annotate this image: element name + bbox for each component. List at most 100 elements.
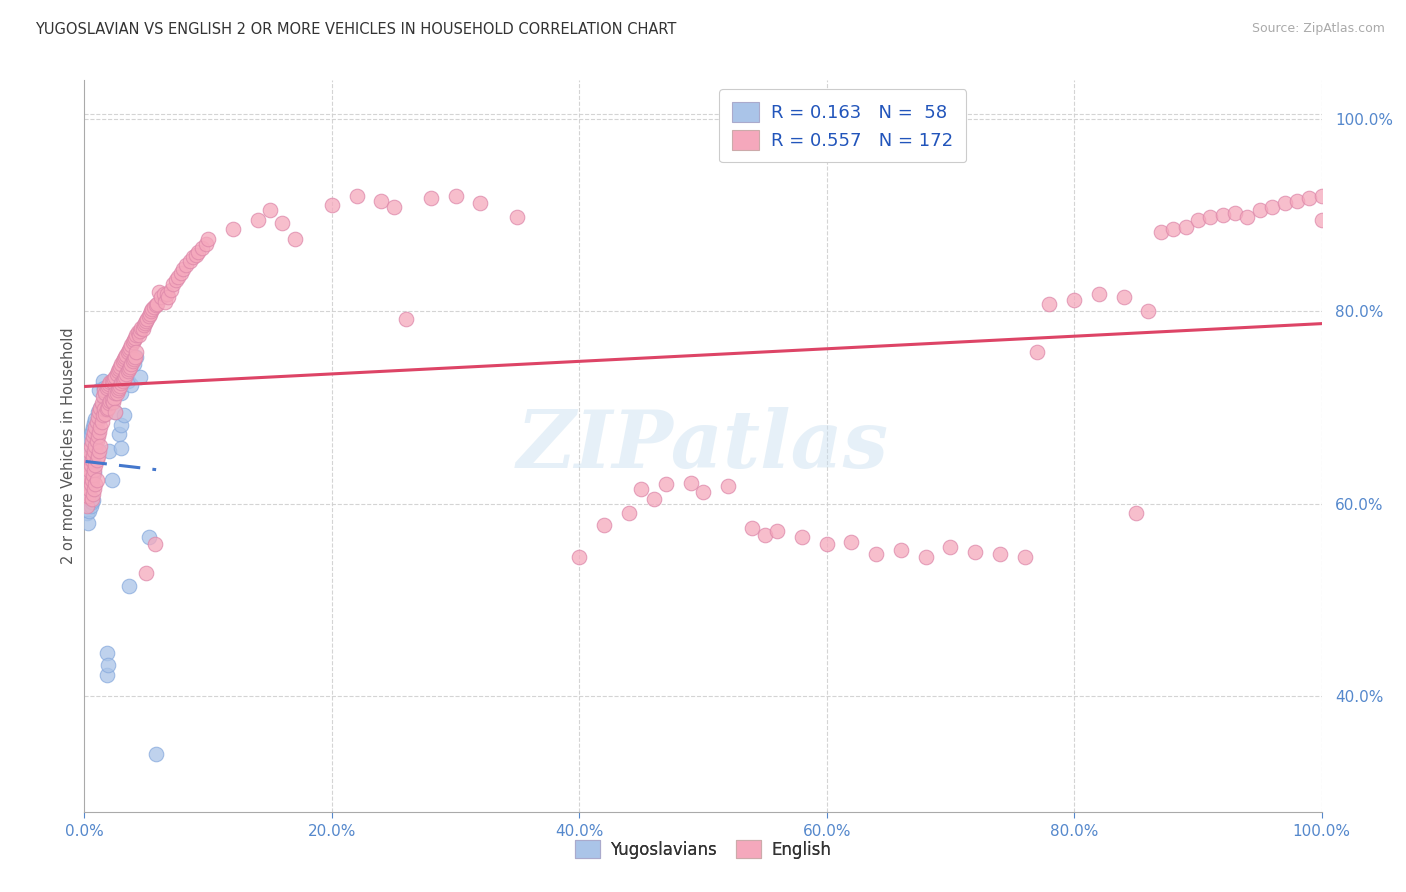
Point	[90, 415, 112, 429]
Point	[815, 537, 838, 551]
Point	[841, 535, 863, 549]
Point	[125, 344, 148, 359]
Point	[395, 312, 418, 326]
Point	[617, 507, 640, 521]
Point	[1150, 225, 1173, 239]
Point	[160, 283, 183, 297]
Point	[162, 277, 184, 292]
Point	[108, 427, 131, 442]
Point	[96, 646, 118, 660]
Point	[321, 198, 343, 212]
Point	[129, 324, 152, 338]
Point	[110, 386, 132, 401]
Point	[82, 487, 104, 501]
Y-axis label: 2 or more Vehicles in Household: 2 or more Vehicles in Household	[60, 327, 76, 565]
Point	[444, 188, 467, 202]
Point	[136, 312, 159, 326]
Point	[86, 425, 108, 439]
Point	[82, 449, 104, 463]
Point	[84, 458, 107, 473]
Point	[89, 425, 111, 439]
Point	[115, 347, 138, 362]
Point	[138, 309, 160, 323]
Point	[111, 354, 134, 368]
Point	[89, 383, 111, 397]
Point	[76, 453, 98, 467]
Point	[107, 381, 129, 395]
Point	[127, 326, 149, 340]
Point	[103, 391, 125, 405]
Point	[141, 302, 163, 317]
Point	[82, 444, 104, 458]
Point	[76, 483, 98, 497]
Point	[135, 314, 157, 328]
Point	[112, 408, 135, 422]
Point	[141, 304, 163, 318]
Point	[98, 377, 121, 392]
Point	[77, 450, 100, 465]
Point	[84, 437, 107, 451]
Point	[90, 395, 112, 409]
Point	[80, 495, 103, 509]
Point	[103, 371, 125, 385]
Point	[167, 269, 190, 284]
Point	[86, 473, 108, 487]
Point	[96, 381, 118, 395]
Point	[1088, 287, 1111, 301]
Point	[128, 328, 150, 343]
Point	[104, 369, 127, 384]
Point	[914, 549, 936, 564]
Point	[79, 458, 101, 473]
Point	[965, 545, 987, 559]
Point	[655, 477, 678, 491]
Point	[1298, 191, 1320, 205]
Point	[94, 386, 117, 401]
Point	[83, 443, 105, 458]
Point	[145, 747, 167, 761]
Point	[112, 352, 135, 367]
Point	[150, 290, 173, 304]
Point	[271, 216, 294, 230]
Point	[131, 321, 153, 335]
Point	[80, 424, 103, 438]
Point	[506, 210, 529, 224]
Point	[187, 244, 209, 259]
Point	[96, 402, 118, 417]
Point	[100, 374, 122, 388]
Point	[125, 351, 148, 365]
Point	[89, 401, 111, 415]
Point	[110, 360, 132, 375]
Point	[118, 362, 141, 376]
Point	[222, 222, 245, 236]
Point	[134, 316, 156, 330]
Point	[89, 405, 111, 419]
Point	[79, 463, 101, 477]
Point	[91, 389, 114, 403]
Point	[184, 248, 207, 262]
Point	[197, 232, 219, 246]
Point	[80, 491, 103, 506]
Point	[121, 334, 143, 349]
Point	[87, 410, 110, 425]
Point	[1026, 344, 1049, 359]
Point	[568, 549, 591, 564]
Point	[83, 416, 105, 430]
Legend: Yugoslavians, English: Yugoslavians, English	[568, 833, 838, 865]
Point	[191, 241, 214, 255]
Point	[79, 439, 101, 453]
Point	[91, 374, 114, 388]
Point	[79, 504, 101, 518]
Point	[179, 254, 201, 268]
Point	[124, 331, 146, 345]
Point	[76, 499, 98, 513]
Point	[105, 367, 128, 381]
Point	[75, 473, 97, 487]
Point	[86, 434, 108, 449]
Point	[112, 371, 135, 385]
Point	[82, 467, 104, 482]
Point	[76, 479, 98, 493]
Text: Source: ZipAtlas.com: Source: ZipAtlas.com	[1251, 22, 1385, 36]
Point	[110, 379, 132, 393]
Point	[1161, 222, 1184, 236]
Point	[86, 415, 108, 429]
